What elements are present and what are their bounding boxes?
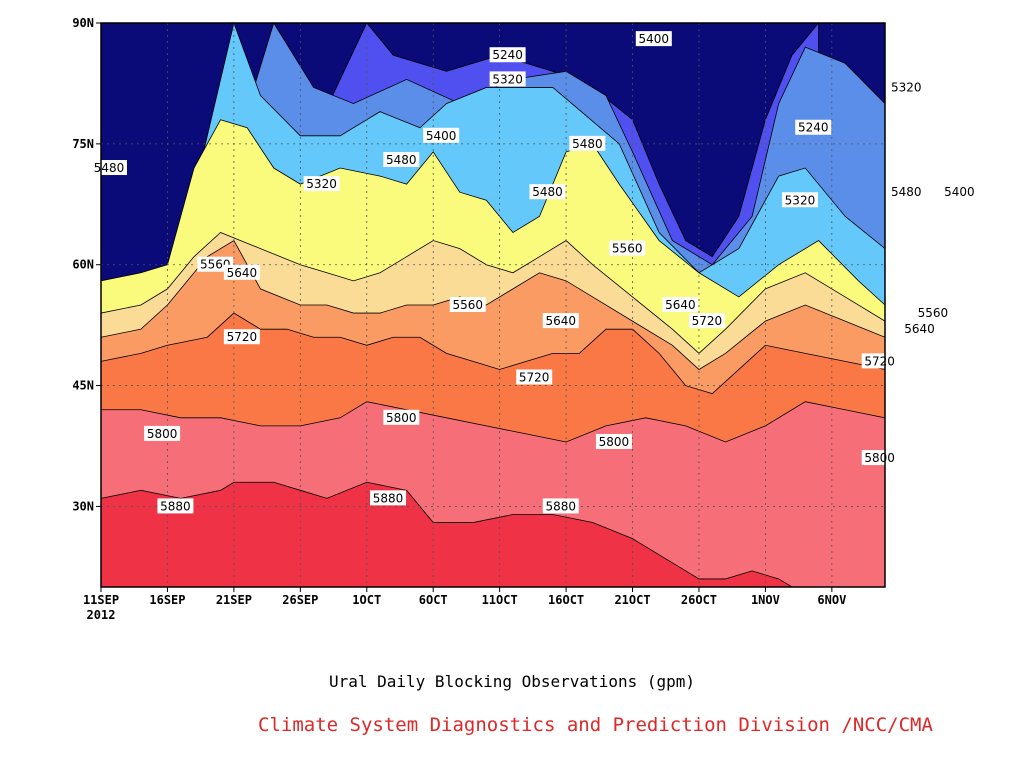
x-tick-label: 6NOV	[817, 593, 846, 607]
svg-text:5720: 5720	[864, 354, 895, 368]
contour-label: 5640	[223, 264, 260, 280]
contour-label: 5800	[144, 425, 181, 441]
svg-text:5320: 5320	[306, 177, 337, 191]
svg-text:5640: 5640	[545, 314, 576, 328]
contour-label: 5880	[542, 498, 579, 514]
svg-text:5880: 5880	[373, 491, 404, 505]
svg-text:5800: 5800	[386, 411, 417, 425]
contour-label: 5320	[303, 176, 340, 192]
contour-label: 5880	[370, 490, 407, 506]
contour-label: 5400	[635, 31, 672, 47]
y-tick-label: 90N	[72, 16, 94, 30]
x-axis-ticks: 11SEP 16SEP 21SEP 26SEP 1OCT 6OCT 11OCT 16OCT 21…	[83, 587, 846, 622]
contour-label: 5800	[595, 433, 632, 449]
svg-text:5640: 5640	[904, 322, 935, 336]
svg-text:5880: 5880	[545, 499, 576, 513]
svg-text:5400: 5400	[426, 129, 457, 143]
chart-title: Ural Daily Blocking Observations (gpm)	[328, 672, 696, 691]
contour-label: 5480	[383, 151, 420, 167]
x-tick-label: 16OCT	[548, 593, 584, 607]
y-axis-ticks: 30N 45N 60N 75N 90N	[72, 16, 101, 513]
x-tick-label: 16SEP	[149, 593, 185, 607]
y-tick-label: 60N	[72, 258, 94, 272]
contour-label: 5320	[888, 79, 925, 95]
contour-label: 5240	[795, 119, 832, 135]
svg-text:5640: 5640	[227, 266, 258, 280]
svg-text:5560: 5560	[452, 298, 483, 312]
contour-band-8	[100, 481, 885, 588]
contour-label: 5480	[888, 184, 925, 200]
contour-fills	[100, 21, 886, 588]
x-tick-label: 26SEP	[282, 593, 318, 607]
contour-label: 5560	[609, 240, 646, 256]
svg-text:5240: 5240	[492, 48, 523, 62]
contour-label: 5320	[781, 192, 818, 208]
svg-text:5480: 5480	[386, 153, 417, 167]
contour-label: 5240	[489, 47, 526, 63]
contour-label: 5640	[542, 313, 579, 329]
contour-label: 5880	[157, 498, 194, 514]
contour-label: 5800	[861, 450, 898, 466]
svg-text:5720: 5720	[519, 371, 550, 385]
svg-text:5240: 5240	[798, 121, 829, 135]
x-tick-label: 11SEP	[83, 593, 119, 607]
x-tick-label: 26OCT	[681, 593, 717, 607]
contour-label: 5400	[941, 184, 978, 200]
contour-label: 5560	[449, 297, 486, 312]
svg-text:5720: 5720	[227, 330, 258, 344]
y-tick-label: 75N	[72, 137, 94, 151]
svg-text:5800: 5800	[147, 427, 178, 441]
svg-text:5560: 5560	[200, 258, 231, 272]
contour-label: 5320	[489, 71, 526, 87]
svg-text:5800: 5800	[864, 451, 895, 465]
svg-text:5480: 5480	[532, 185, 563, 199]
svg-text:5480: 5480	[94, 161, 125, 175]
contour-labels: 5240524052405320532053205320540054005400…	[90, 31, 978, 514]
svg-text:5480: 5480	[572, 137, 603, 151]
contour-label: 5720	[688, 313, 725, 329]
contour-label: 5480	[569, 135, 606, 151]
contour-label: 5720	[861, 353, 898, 369]
x-tick-label: 6OCT	[419, 593, 448, 607]
svg-text:5800: 5800	[599, 435, 630, 449]
x-tick-label: 21OCT	[614, 593, 650, 607]
y-tick-label: 30N	[72, 499, 94, 513]
svg-text:5560: 5560	[612, 242, 643, 256]
x-tick-label: 11OCT	[482, 593, 518, 607]
svg-text:5320: 5320	[492, 72, 523, 86]
svg-text:5400: 5400	[944, 185, 975, 199]
contour-label: 5720	[516, 369, 553, 385]
plot-frame	[100, 22, 886, 588]
svg-text:5640: 5640	[665, 298, 696, 312]
contour-label: 5480	[529, 184, 566, 200]
y-tick-label: 45N	[72, 379, 94, 393]
x-tick-label: 21SEP	[216, 593, 252, 607]
contour-label: 5800	[383, 409, 420, 425]
svg-text:5880: 5880	[160, 499, 191, 513]
svg-text:5480: 5480	[891, 185, 922, 199]
contour-label: 5560	[914, 305, 951, 321]
svg-text:5320: 5320	[785, 193, 816, 207]
contour-label: 5480	[90, 160, 127, 176]
credit-line: Climate System Diagnostics and Predictio…	[258, 714, 933, 736]
x-tick-label: 1NOV	[751, 593, 780, 607]
svg-text:5720: 5720	[692, 314, 723, 328]
contour-label: 5640	[662, 297, 699, 312]
contour-label: 5400	[423, 127, 460, 143]
x-tick-label: 1OCT	[352, 593, 381, 607]
svg-text:5320: 5320	[891, 80, 922, 94]
contour-label: 5720	[223, 329, 260, 345]
svg-text:5560: 5560	[918, 306, 949, 320]
contour-label: 5640	[901, 321, 938, 337]
x-year-label: 2012	[87, 608, 116, 622]
svg-text:5400: 5400	[639, 32, 670, 46]
